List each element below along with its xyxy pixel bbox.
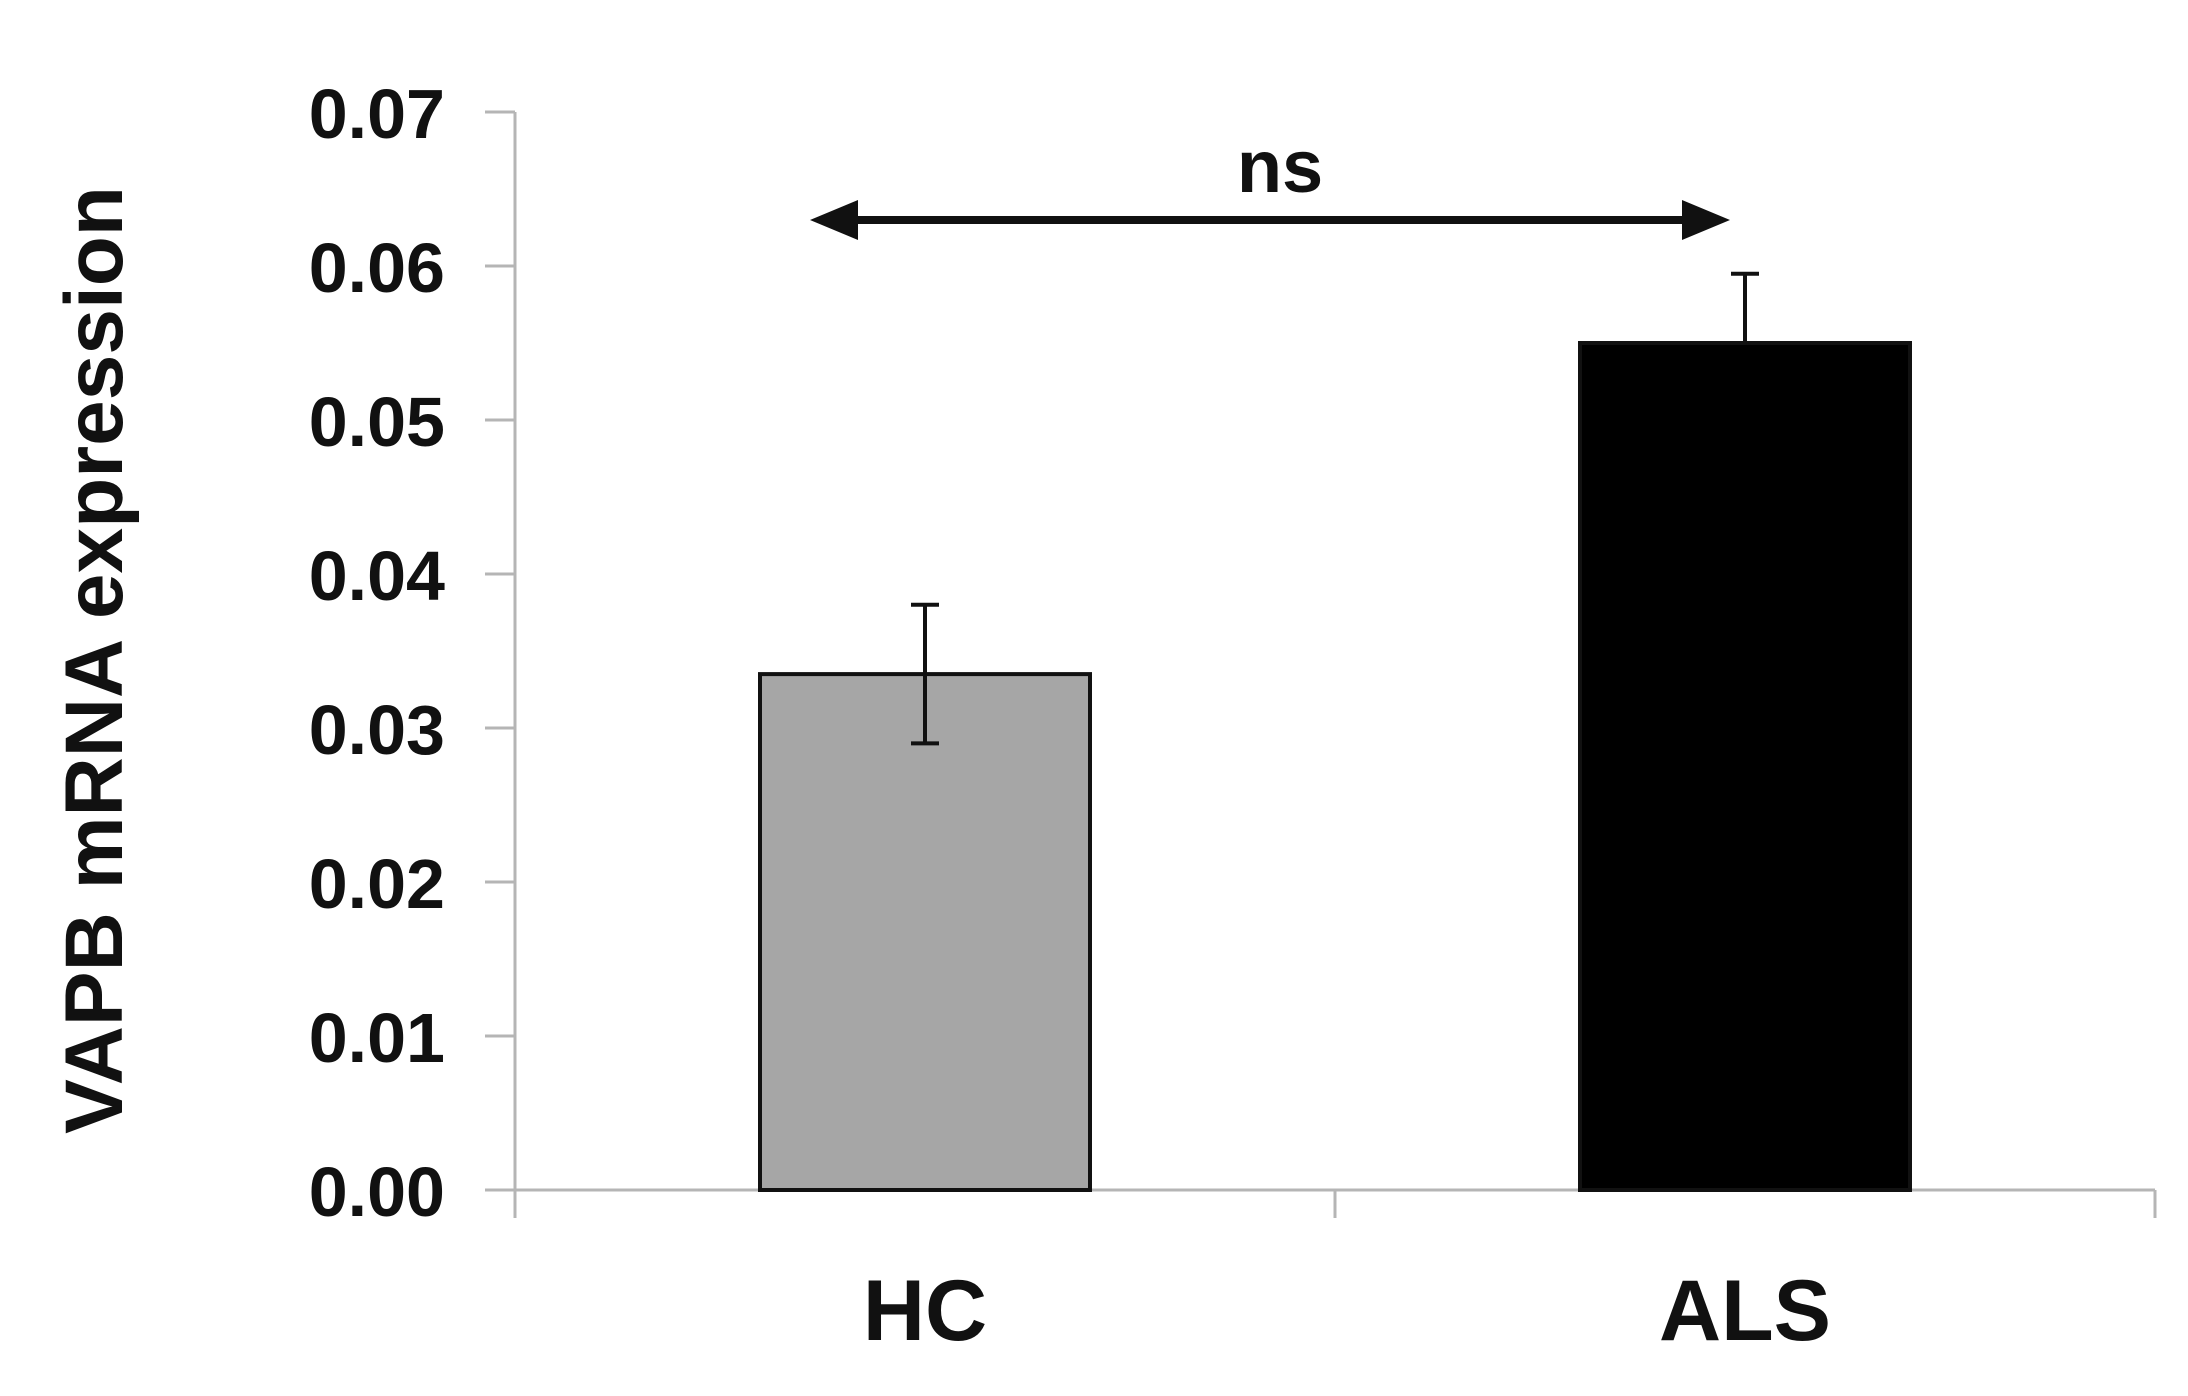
bars	[758, 341, 1912, 1192]
y-axis-label: VAPB mRNA expression	[49, 186, 140, 1134]
y-tick-label: 0.04	[309, 537, 445, 615]
y-tick-label: 0.02	[309, 845, 445, 923]
y-tick-label: 0.05	[309, 383, 445, 461]
tick-labels: 0.00 0.01 0.02 0.03 0.04 0.05 0.06 0.07 HC ALS	[309, 75, 1831, 1359]
y-tick-label: 0.03	[309, 691, 445, 769]
significance-annotation: ns	[810, 125, 1730, 240]
error-bars	[911, 271, 1759, 746]
arrow-head-left	[810, 200, 858, 240]
x-tick-label-als: ALS	[1659, 1263, 1831, 1359]
significance-label: ns	[1237, 125, 1323, 208]
x-tick-label-hc: HC	[863, 1263, 987, 1359]
bar-hc	[758, 672, 1092, 1192]
y-tick-label: 0.00	[309, 1153, 445, 1231]
y-tick-label: 0.07	[309, 75, 445, 153]
y-tick-label: 0.01	[309, 999, 445, 1077]
y-tick-label: 0.06	[309, 229, 445, 307]
arrow-head-right	[1682, 200, 1730, 240]
bar-als	[1578, 341, 1912, 1192]
